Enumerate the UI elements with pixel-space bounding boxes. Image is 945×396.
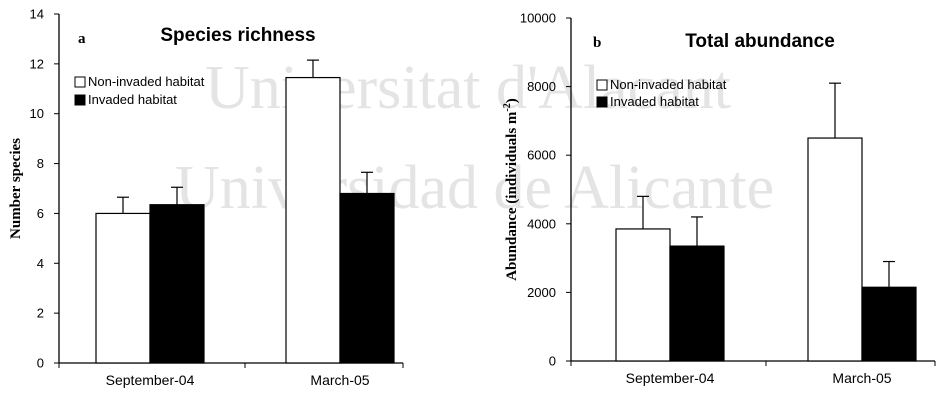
legend-swatch <box>74 76 86 88</box>
legend-label: Non-invaded habitat <box>610 77 727 92</box>
x-category-label: March-05 <box>832 370 891 386</box>
y-tick-label: 0 <box>37 356 44 371</box>
legend-swatch <box>596 96 608 108</box>
legend-label: Non-invaded habitat <box>88 74 205 89</box>
y-tick-label: 6 <box>37 206 44 221</box>
panel-letter: a <box>78 31 86 47</box>
x-category-label: March-05 <box>310 372 369 388</box>
panel-letter: b <box>593 35 601 51</box>
legend-label: Invaded habitat <box>88 92 177 107</box>
x-category-label: September-04 <box>106 372 195 388</box>
y-tick-label: 2 <box>37 306 44 321</box>
legend-label: Invaded habitat <box>610 94 699 109</box>
legend-swatch <box>596 79 608 91</box>
watermark-line-2: Universidad de Alicante <box>175 154 774 222</box>
bar <box>615 228 671 362</box>
y-tick-label: 4000 <box>527 216 556 231</box>
legend-swatch <box>74 94 86 106</box>
chart-panel-a: 0 2 4 6 8 10 12 14 September-04 March-05 Number sp… <box>8 7 404 388</box>
bar <box>807 137 863 362</box>
bar <box>149 204 205 364</box>
y-tick-label: 14 <box>30 7 44 22</box>
bar <box>669 245 725 362</box>
y-tick-label: 8 <box>37 156 44 171</box>
chart-title: Total abundance <box>685 31 835 52</box>
bar <box>95 212 151 364</box>
y-tick-label: 10 <box>30 106 44 121</box>
y-tick-label: 8000 <box>527 79 556 94</box>
y-tick-label: 2000 <box>527 285 556 300</box>
y-axis-label: Number species <box>8 138 24 239</box>
chart-title: Species richness <box>160 25 315 46</box>
y-tick-label: 0 <box>549 354 556 369</box>
y-axis-label: Abundance (individuals m-2) <box>502 98 520 281</box>
y-tick-label: 10000 <box>520 11 556 26</box>
y-axis-label-text: Number species <box>8 138 24 239</box>
y-tick-label: 4 <box>37 256 44 271</box>
y-axis-label-superscript: -2 <box>502 103 513 111</box>
bar <box>285 76 341 364</box>
y-axis-label-end: ) <box>504 98 520 103</box>
y-tick-label: 12 <box>30 56 44 71</box>
x-category-label: September-04 <box>626 370 715 386</box>
bar <box>861 286 917 362</box>
bar <box>339 192 395 364</box>
y-tick-label: 6000 <box>527 148 556 163</box>
y-axis-label-text: Abundance (individuals m <box>504 111 520 281</box>
chart-panel-b: 0 2000 4000 6000 8000 10000 September-04 March-… <box>502 11 936 386</box>
